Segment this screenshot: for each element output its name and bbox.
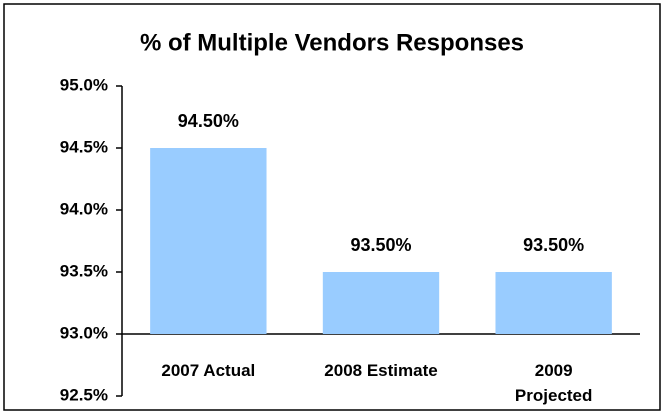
x-tick-label: 2009 Projected	[515, 361, 592, 405]
y-tick-label: 94.0%	[60, 199, 108, 218]
data-label: 94.50%	[178, 111, 239, 131]
x-tick-label: 2007 Actual	[161, 361, 255, 380]
y-tick-label: 92.5%	[60, 385, 108, 404]
chart-frame	[3, 3, 661, 411]
y-tick-label: 95.0%	[60, 75, 108, 94]
bar	[322, 272, 440, 334]
bar	[495, 272, 612, 334]
y-tick-label: 94.5%	[60, 137, 108, 156]
data-label: 93.50%	[523, 235, 584, 255]
y-tick-label: 93.0%	[60, 323, 108, 342]
data-label: 93.50%	[350, 235, 411, 255]
bar	[150, 148, 267, 334]
x-tick-label: 2008 Estimate	[324, 361, 437, 380]
y-tick-label: 93.5%	[60, 261, 108, 280]
chart-title: % of Multiple Vendors Responses	[140, 29, 524, 56]
